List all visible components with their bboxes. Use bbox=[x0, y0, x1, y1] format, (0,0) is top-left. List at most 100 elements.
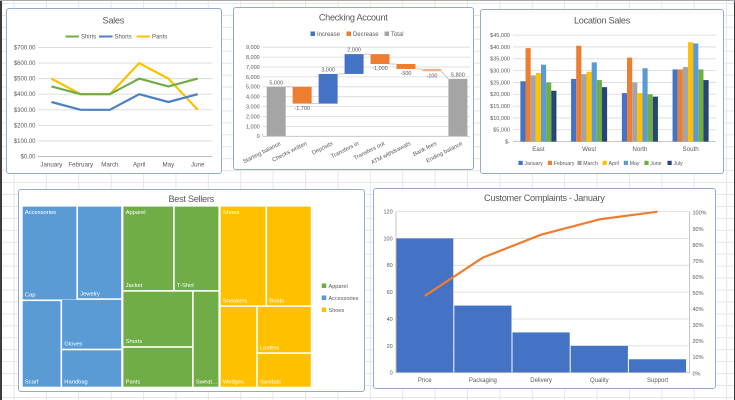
svg-text:July: July bbox=[673, 160, 683, 166]
svg-text:2,000: 2,000 bbox=[245, 115, 259, 121]
svg-text:$45,000: $45,000 bbox=[490, 33, 510, 39]
svg-text:May: May bbox=[163, 162, 176, 169]
svg-text:Gloves: Gloves bbox=[65, 341, 83, 347]
svg-text:Best Sellers: Best Sellers bbox=[169, 194, 215, 204]
svg-text:-500: -500 bbox=[400, 71, 411, 77]
svg-text:1,000: 1,000 bbox=[245, 124, 259, 130]
svg-text:2,000: 2,000 bbox=[347, 48, 361, 54]
svg-text:Sneakers: Sneakers bbox=[223, 298, 248, 304]
svg-text:100%: 100% bbox=[693, 211, 707, 217]
svg-text:$10,000: $10,000 bbox=[490, 115, 510, 121]
svg-text:Support: Support bbox=[647, 379, 668, 385]
svg-text:$300.00: $300.00 bbox=[14, 108, 36, 114]
svg-text:-1,000: -1,000 bbox=[372, 66, 388, 72]
svg-text:100: 100 bbox=[384, 237, 393, 243]
svg-text:Jewelry: Jewelry bbox=[81, 291, 101, 297]
svg-text:Jacket: Jacket bbox=[126, 283, 143, 289]
svg-text:April: April bbox=[608, 160, 618, 166]
svg-text:5,000: 5,000 bbox=[269, 80, 283, 86]
svg-text:Cap: Cap bbox=[25, 292, 36, 298]
svg-text:April: April bbox=[133, 162, 145, 169]
svg-text:East: East bbox=[532, 146, 545, 153]
svg-text:Apparel: Apparel bbox=[329, 283, 348, 289]
svg-text:3,000: 3,000 bbox=[245, 105, 259, 111]
svg-text:Loafers: Loafers bbox=[260, 345, 279, 351]
svg-text:$-: $- bbox=[505, 139, 510, 145]
svg-text:$700.00: $700.00 bbox=[14, 46, 36, 52]
svg-text:Boots: Boots bbox=[270, 298, 285, 304]
svg-text:9,000: 9,000 bbox=[245, 45, 259, 51]
svg-text:80: 80 bbox=[387, 264, 393, 270]
svg-text:-100: -100 bbox=[426, 74, 437, 80]
svg-text:Shoes: Shoes bbox=[329, 307, 345, 313]
svg-text:Packaging: Packaging bbox=[469, 379, 497, 385]
svg-text:10%: 10% bbox=[693, 356, 704, 362]
svg-text:20%: 20% bbox=[693, 340, 704, 346]
svg-text:Shirts: Shirts bbox=[81, 35, 96, 41]
svg-text:$25,000: $25,000 bbox=[490, 80, 510, 86]
svg-text:Quality: Quality bbox=[590, 379, 609, 385]
svg-text:Scarf: Scarf bbox=[25, 379, 39, 385]
svg-text:$20,000: $20,000 bbox=[490, 92, 510, 98]
svg-text:March: March bbox=[101, 162, 119, 169]
svg-text:30%: 30% bbox=[693, 323, 704, 329]
svg-text:60%: 60% bbox=[693, 275, 704, 281]
svg-text:June: June bbox=[650, 160, 661, 166]
svg-text:Increase: Increase bbox=[316, 32, 340, 38]
svg-text:$35,000: $35,000 bbox=[490, 56, 510, 62]
svg-text:70%: 70% bbox=[693, 259, 704, 265]
svg-text:Sweat…: Sweat… bbox=[196, 379, 218, 385]
svg-text:South: South bbox=[682, 146, 699, 153]
svg-text:50%: 50% bbox=[693, 291, 704, 297]
svg-text:8,000: 8,000 bbox=[245, 55, 259, 61]
svg-text:40%: 40% bbox=[693, 307, 704, 313]
svg-text:0: 0 bbox=[256, 134, 259, 140]
svg-text:Sales: Sales bbox=[103, 16, 125, 26]
svg-text:May: May bbox=[629, 160, 639, 166]
svg-text:-1,700: -1,700 bbox=[294, 106, 310, 112]
svg-text:West: West bbox=[582, 146, 596, 153]
svg-text:Shoes: Shoes bbox=[223, 209, 240, 215]
svg-text:January: January bbox=[524, 160, 543, 166]
svg-text:$40,000: $40,000 bbox=[490, 44, 510, 50]
svg-text:Decrease: Decrease bbox=[352, 32, 378, 38]
svg-text:North: North bbox=[632, 146, 648, 153]
svg-text:June: June bbox=[191, 162, 205, 169]
svg-text:Total: Total bbox=[390, 32, 403, 38]
svg-text:Shorts: Shorts bbox=[126, 339, 143, 345]
svg-text:Wedges: Wedges bbox=[223, 379, 244, 385]
svg-text:$15,000: $15,000 bbox=[490, 104, 510, 110]
svg-text:5,800: 5,800 bbox=[451, 73, 465, 79]
svg-text:January: January bbox=[41, 162, 64, 169]
svg-text:Delivery: Delivery bbox=[530, 379, 552, 385]
svg-text:March: March bbox=[583, 160, 598, 166]
svg-text:0: 0 bbox=[390, 371, 393, 377]
svg-text:Shorts: Shorts bbox=[115, 35, 132, 41]
svg-text:90%: 90% bbox=[693, 227, 704, 233]
svg-text:0%: 0% bbox=[693, 372, 701, 378]
svg-text:$5,000: $5,000 bbox=[493, 127, 510, 133]
svg-text:$0.00: $0.00 bbox=[21, 155, 37, 161]
svg-text:80%: 80% bbox=[693, 243, 704, 249]
svg-text:Sandals: Sandals bbox=[260, 379, 281, 385]
svg-text:Customer Complaints - January: Customer Complaints - January bbox=[484, 193, 605, 203]
svg-text:$30,000: $30,000 bbox=[490, 68, 510, 74]
svg-text:5,000: 5,000 bbox=[245, 85, 259, 91]
svg-text:Accessories: Accessories bbox=[329, 295, 359, 301]
svg-text:$200.00: $200.00 bbox=[14, 123, 36, 129]
svg-text:20: 20 bbox=[387, 344, 393, 350]
svg-text:$100.00: $100.00 bbox=[14, 139, 36, 145]
svg-text:$400.00: $400.00 bbox=[14, 92, 36, 98]
svg-text:Handbag: Handbag bbox=[65, 379, 88, 385]
svg-text:6,000: 6,000 bbox=[245, 75, 259, 81]
svg-text:60: 60 bbox=[387, 290, 393, 296]
svg-text:7,000: 7,000 bbox=[245, 65, 259, 71]
svg-text:120: 120 bbox=[384, 210, 393, 216]
svg-text:Apparel: Apparel bbox=[126, 209, 146, 215]
svg-text:40: 40 bbox=[387, 317, 393, 323]
svg-text:Pants: Pants bbox=[152, 35, 167, 41]
svg-text:Pants: Pants bbox=[126, 379, 141, 385]
svg-text:February: February bbox=[69, 162, 95, 169]
svg-text:4,000: 4,000 bbox=[245, 95, 259, 101]
svg-text:3,000: 3,000 bbox=[321, 68, 335, 74]
